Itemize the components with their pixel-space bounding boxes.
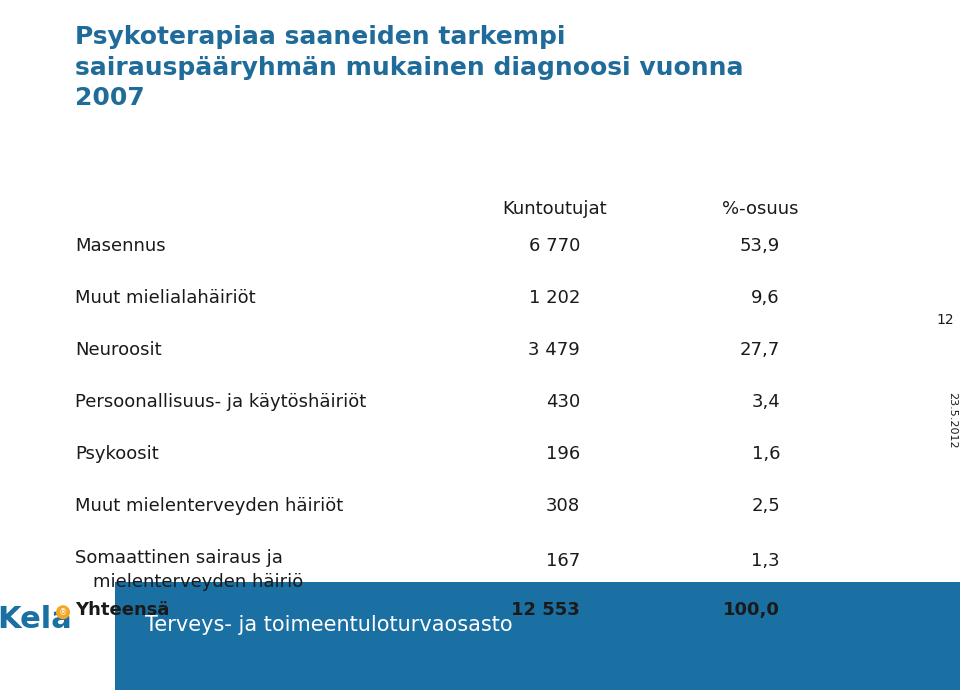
- Text: Muut mielenterveyden häiriöt: Muut mielenterveyden häiriöt: [75, 497, 344, 515]
- Text: 3,4: 3,4: [752, 393, 780, 411]
- Text: Kuntoutujat: Kuntoutujat: [503, 200, 608, 218]
- Text: 23.5.2012: 23.5.2012: [947, 392, 957, 448]
- Text: 1,6: 1,6: [752, 445, 780, 463]
- Text: 27,7: 27,7: [740, 341, 780, 359]
- Text: %-osuus: %-osuus: [722, 200, 799, 218]
- Text: 3 479: 3 479: [528, 341, 580, 359]
- Text: ®: ®: [59, 608, 67, 617]
- Text: 53,9: 53,9: [740, 237, 780, 255]
- Text: 6 770: 6 770: [529, 237, 580, 255]
- Text: 12: 12: [936, 313, 954, 327]
- Text: 308: 308: [546, 497, 580, 515]
- Text: Psykoterapiaa saaneiden tarkempi
sairauspääryhmän mukainen diagnoosi vuonna
2007: Psykoterapiaa saaneiden tarkempi sairaus…: [75, 25, 743, 110]
- Text: 167: 167: [545, 552, 580, 570]
- Text: Muut mielialahäiriöt: Muut mielialahäiriöt: [75, 289, 255, 307]
- Text: 1,3: 1,3: [752, 552, 780, 570]
- Text: 2,5: 2,5: [752, 497, 780, 515]
- Text: 9,6: 9,6: [752, 289, 780, 307]
- Text: 1 202: 1 202: [529, 289, 580, 307]
- Text: 100,0: 100,0: [723, 601, 780, 619]
- Text: Psykoosit: Psykoosit: [75, 445, 158, 463]
- Text: 196: 196: [545, 445, 580, 463]
- Text: Somaattinen sairaus ja: Somaattinen sairaus ja: [75, 549, 283, 567]
- Text: Terveys- ja toimeentuloturvaosasto: Terveys- ja toimeentuloturvaosasto: [145, 615, 513, 635]
- Text: Persoonallisuus- ja käytöshäiriöt: Persoonallisuus- ja käytöshäiriöt: [75, 393, 367, 411]
- Text: Masennus: Masennus: [75, 237, 166, 255]
- Text: Kela: Kela: [0, 605, 72, 634]
- Bar: [0, 582, 115, 690]
- Circle shape: [56, 605, 70, 619]
- Text: 430: 430: [545, 393, 580, 411]
- Text: Neuroosit: Neuroosit: [75, 341, 161, 359]
- Text: Yhteensä: Yhteensä: [75, 601, 169, 619]
- Text: 12 553: 12 553: [512, 601, 580, 619]
- Bar: [115, 582, 960, 690]
- Text: mielenterveyden häiriö: mielenterveyden häiriö: [93, 573, 303, 591]
